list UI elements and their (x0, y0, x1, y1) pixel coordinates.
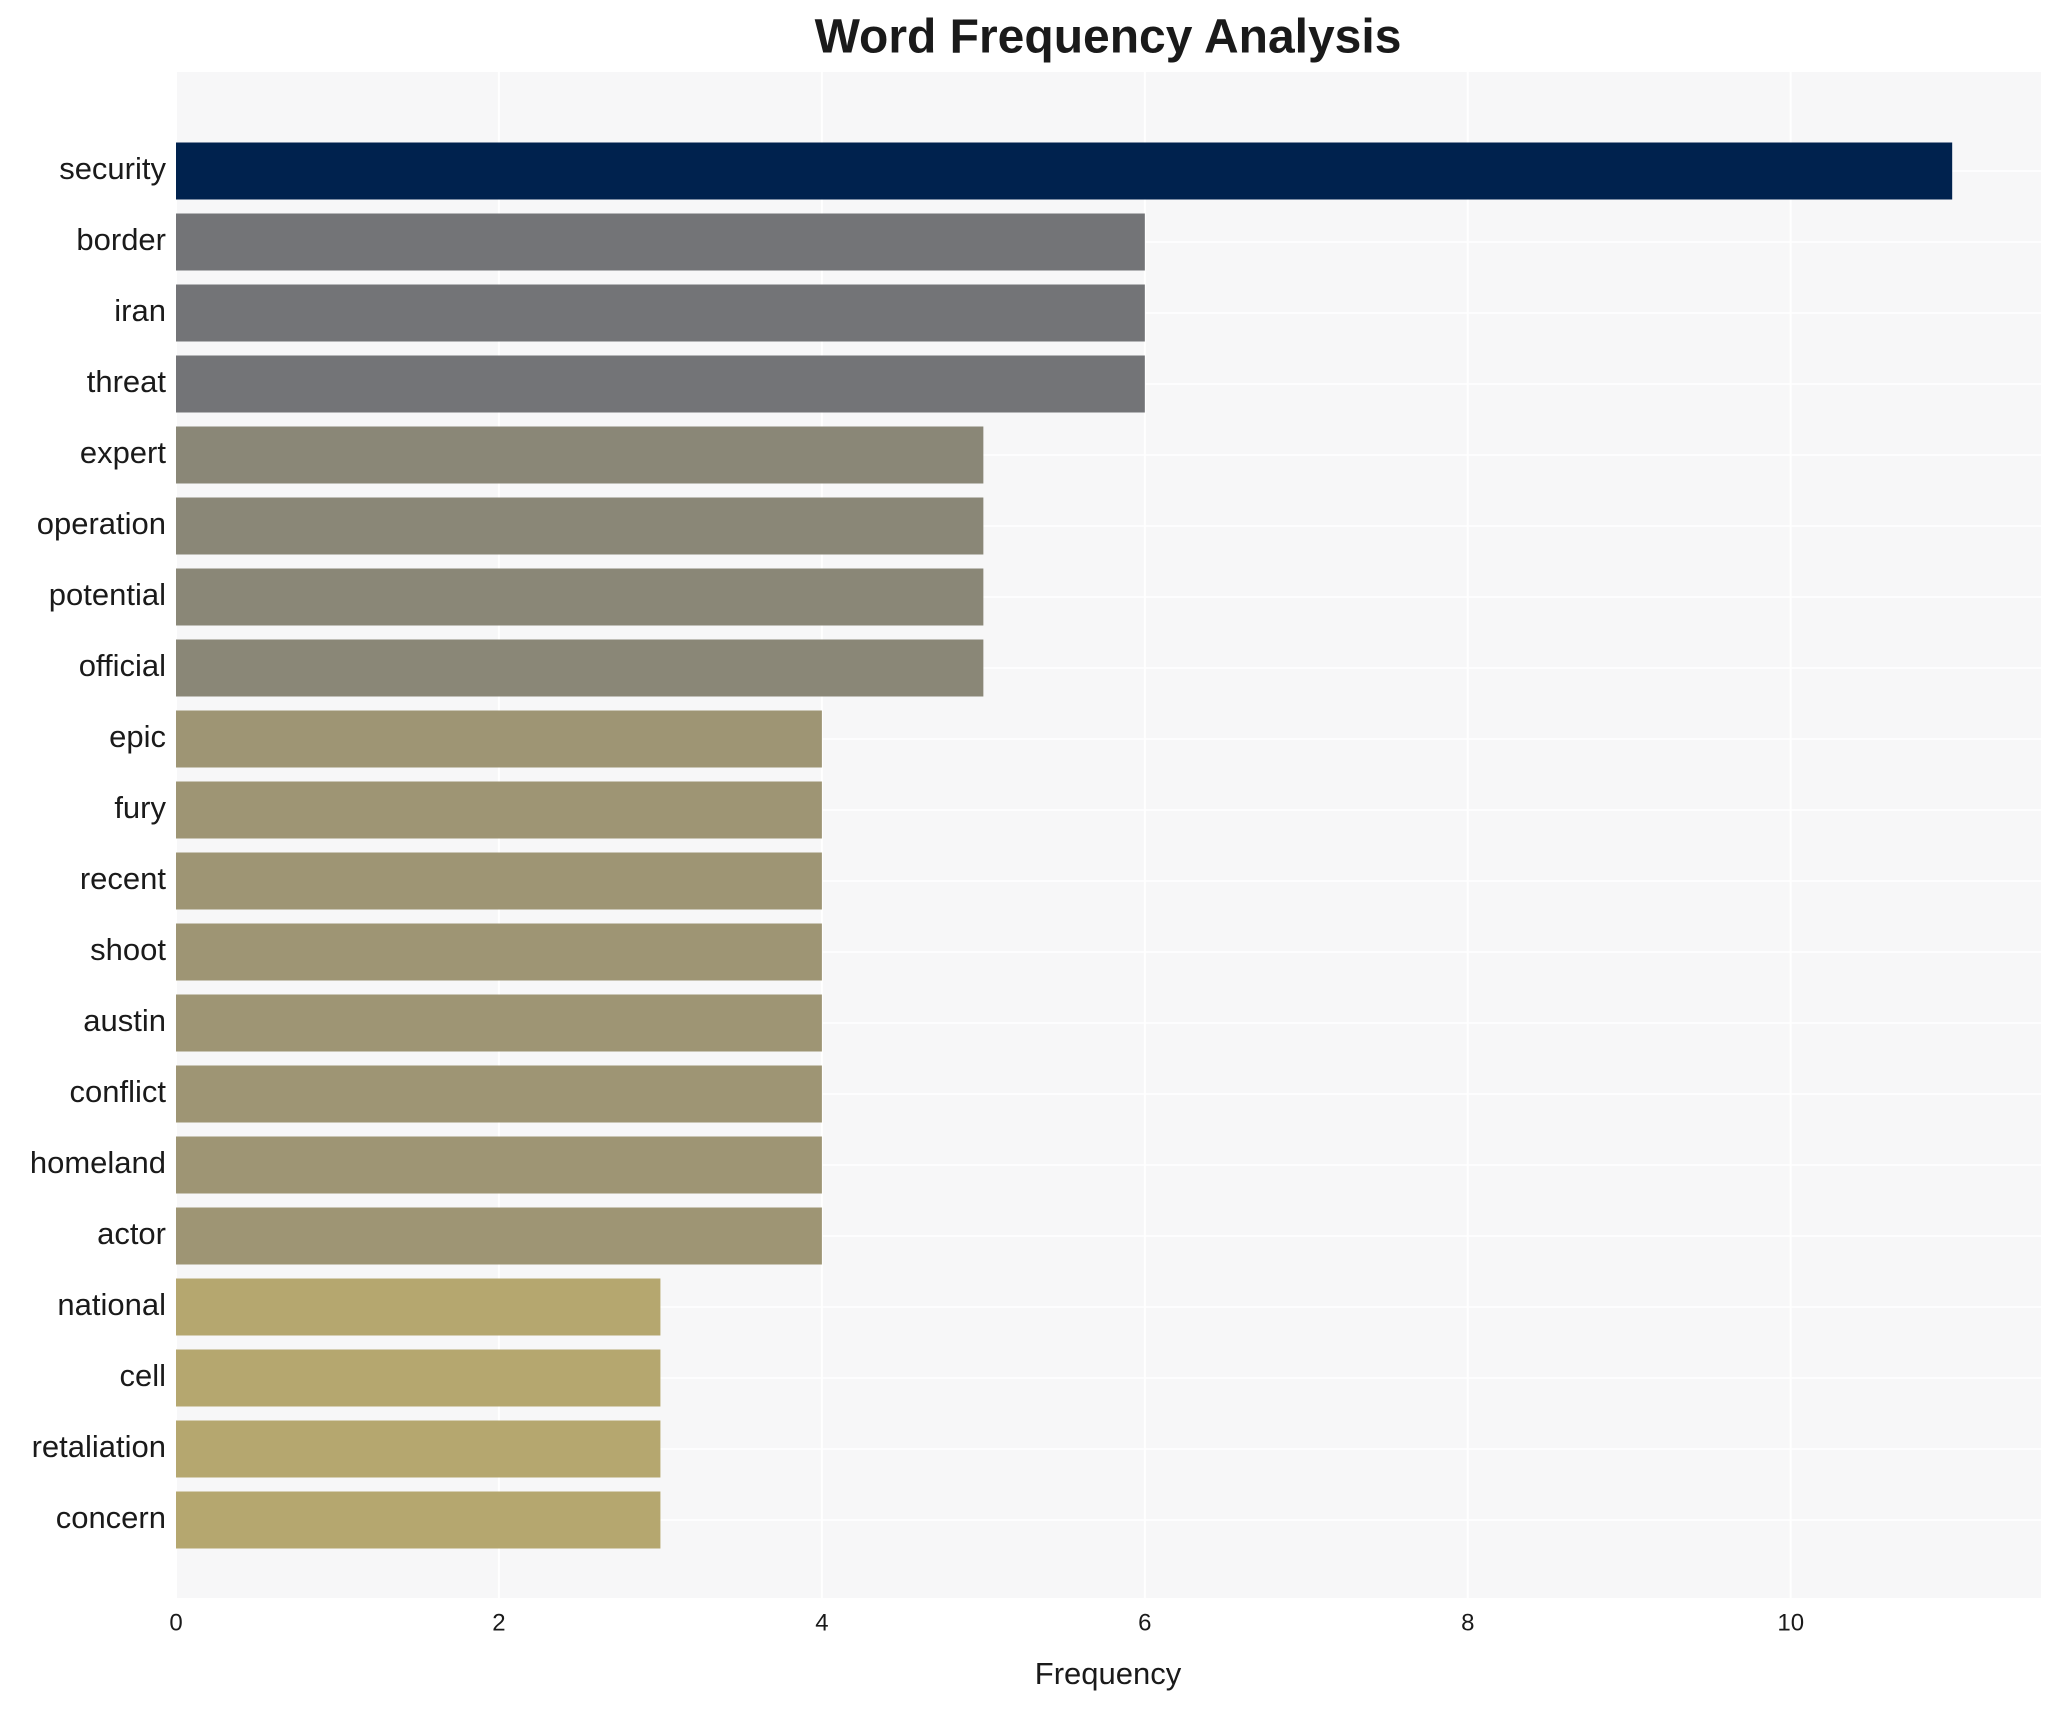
bar (176, 1491, 661, 1549)
y-tick-label: retaliation (32, 1429, 166, 1464)
y-tick-label: threat (87, 364, 167, 399)
bar (176, 994, 822, 1052)
bar (176, 781, 822, 839)
bar (176, 1349, 661, 1407)
y-tick-label: national (57, 1287, 166, 1322)
y-tick-label: cell (119, 1358, 166, 1393)
bar (176, 1207, 822, 1265)
bar (176, 284, 1145, 342)
bar (176, 1420, 661, 1478)
bar (176, 1065, 822, 1123)
bar (176, 1136, 822, 1194)
y-tick-label: recent (80, 861, 167, 896)
chart-title: Word Frequency Analysis (815, 11, 1402, 64)
x-tick-label: 2 (492, 1609, 505, 1636)
x-tick-label: 10 (1777, 1609, 1804, 1636)
x-tick-label: 4 (815, 1609, 828, 1636)
y-tick-label: border (76, 222, 166, 257)
y-tick-label: security (59, 151, 166, 186)
bar (176, 497, 984, 555)
x-tick-label: 8 (1461, 1609, 1474, 1636)
bar (176, 923, 822, 981)
bar (176, 426, 984, 484)
y-tick-label: official (79, 648, 166, 683)
bar (176, 568, 984, 626)
y-tick-label: expert (80, 435, 167, 470)
bar (176, 852, 822, 910)
y-tick-label: epic (109, 719, 166, 754)
y-tick-label: austin (83, 1003, 166, 1038)
y-tick-label: shoot (90, 932, 166, 967)
y-tick-label: iran (114, 293, 166, 328)
y-tick-label: fury (114, 790, 166, 825)
x-axis-label: Frequency (1035, 1656, 1182, 1691)
y-tick-label: actor (97, 1216, 166, 1251)
x-tick-label: 0 (169, 1609, 182, 1636)
y-tick-label: conflict (70, 1074, 167, 1109)
bar (176, 355, 1145, 413)
y-tick-label: homeland (30, 1145, 166, 1180)
bar (176, 1278, 661, 1336)
x-tick-label: 6 (1138, 1609, 1151, 1636)
bar (176, 142, 1953, 200)
y-tick-label: concern (56, 1500, 166, 1535)
bar (176, 213, 1145, 271)
bar (176, 639, 984, 697)
y-tick-label: operation (37, 506, 166, 541)
y-tick-label: potential (49, 577, 166, 612)
bar (176, 710, 822, 768)
